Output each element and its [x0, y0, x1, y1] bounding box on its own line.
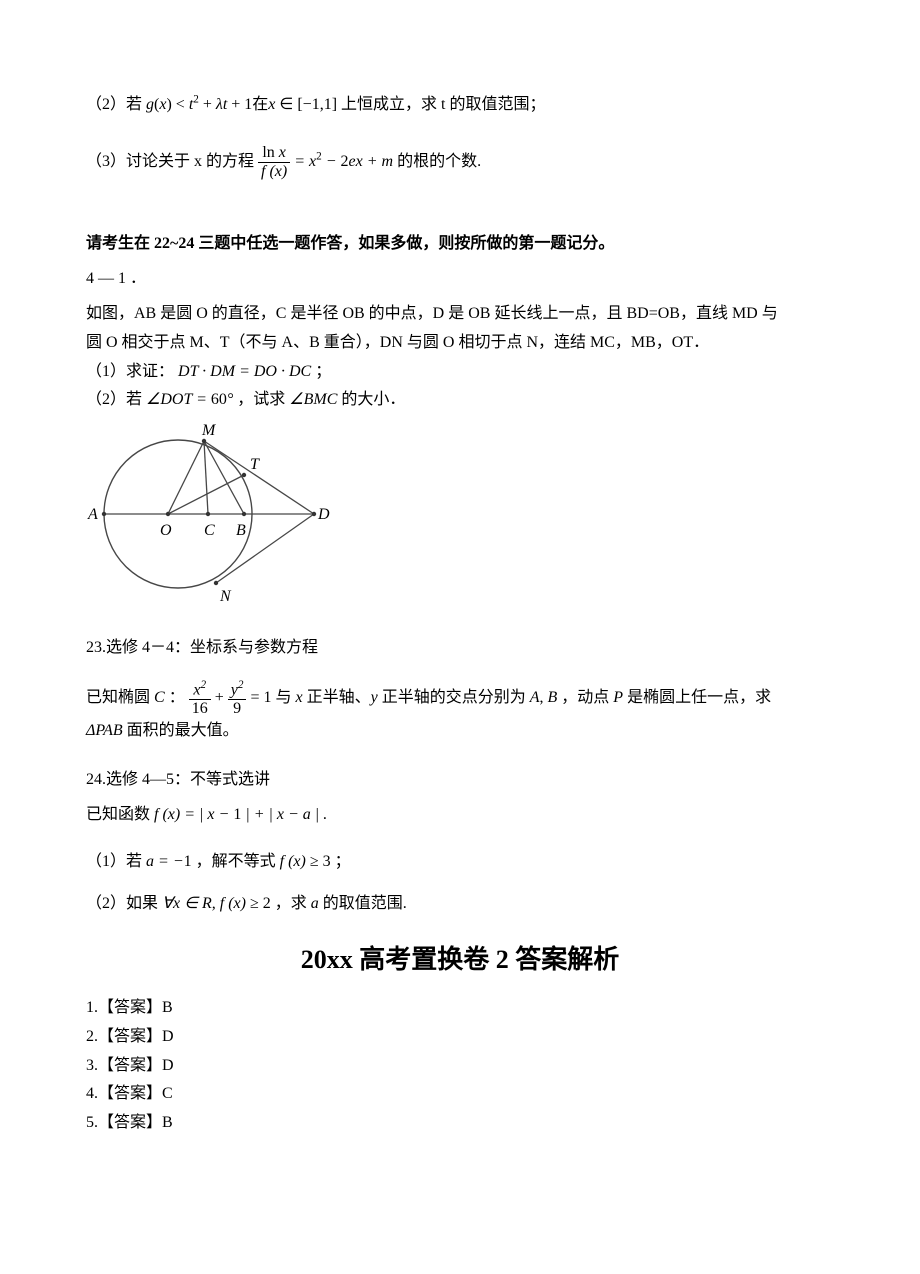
svg-text:D: D — [317, 506, 330, 523]
svg-text:A: A — [87, 506, 98, 523]
fraction-lnx-fx: ln x f (x) — [258, 144, 290, 180]
q22-p2-math1: ∠DOT = 60° — [146, 391, 233, 408]
q24-p1-mid: ，解不等式 — [196, 853, 280, 870]
q-prev-part3: （3）讨论关于 x 的方程 ln x f (x) = x2 − 2ex + m … — [86, 144, 834, 180]
q24-p1-math2: f (x) ≥ 3 — [280, 853, 331, 870]
q24-p2-math: ∀x ∈ R, f (x) ≥ 2 — [162, 895, 271, 912]
svg-text:B: B — [236, 522, 246, 539]
q24-p1: （1）若 a = −1 ，解不等式 f (x) ≥ 3 ； — [86, 848, 834, 877]
answer-item: 4.【答案】C — [86, 1080, 834, 1109]
choice-instruction: 请考生在 22~24 三题中任选一题作答，如果多做，则按所做的第一题记分。 — [86, 230, 834, 259]
svg-text:M: M — [201, 422, 217, 439]
svg-text:T: T — [250, 456, 260, 473]
q22-p2-math2: ∠BMC — [289, 391, 341, 408]
diagram-svg: A O C B D M T N — [86, 419, 334, 605]
frac-x2-16: x2 16 — [189, 679, 211, 718]
q22-p1-prefix: （1）求证： — [86, 363, 174, 380]
answer-item: 5.【答案】B — [86, 1109, 834, 1138]
q22-line1: 如图，AB 是圆 O 的直径，C 是半径 OB 的中点，D 是 OB 延长线上一… — [86, 300, 834, 329]
q24-fx: f (x) = | x − 1 | + | x − a | . — [154, 806, 327, 823]
q22-p2-mid: ，试求 — [237, 391, 289, 408]
answers-title: 20xx 高考置换卷 2 答案解析 — [86, 937, 834, 984]
q22-p1-math: DT · DM = DO · DC — [178, 363, 311, 380]
svg-text:C: C — [204, 522, 215, 539]
text-part3-mid: = x2 − 2ex + m — [294, 153, 397, 170]
q23-suffix: = 1 与 x 正半轴、y 正半轴的交点分别为 A, B ，动点 P 是椭圆上任… — [250, 689, 771, 706]
circle-diagram: A O C B D M T N — [86, 419, 834, 616]
q23-prefix: 已知椭圆 C ： — [86, 689, 185, 706]
q23-line2: ΔPAB 面积的最大值。 — [86, 717, 834, 746]
answer-item: 1.【答案】B — [86, 994, 834, 1023]
plus: + — [215, 689, 228, 706]
q23-line: 已知椭圆 C ： x2 16 + y2 9 = 1 与 x 正半轴、y 正半轴的… — [86, 679, 834, 718]
q23-heading: 23.选修 4－4：坐标系与参数方程 — [86, 634, 834, 663]
q22-p2-prefix: （2）若 — [86, 391, 146, 408]
q24-heading: 24.选修 4—5：不等式选讲 — [86, 766, 834, 795]
q24-p2-prefix: （2）如果 — [86, 895, 162, 912]
q-prev-part2: （2）若 g(x) < t2 + λt + 1在x ∈ [−1,1] 上恒成立，… — [86, 90, 834, 120]
q24-p1-suffix: ； — [335, 853, 351, 870]
q24-p2: （2）如果 ∀x ∈ R, f (x) ≥ 2 ，求 a 的取值范围. — [86, 890, 834, 919]
q24-p2-mid: ，求 — [275, 895, 311, 912]
q22-p2: （2）若 ∠DOT = 60° ，试求 ∠BMC 的大小． — [86, 386, 834, 415]
q24-p2-suffix: 的取值范围. — [323, 895, 407, 912]
answer-item: 3.【答案】D — [86, 1052, 834, 1081]
svg-text:O: O — [160, 522, 172, 539]
q22-label: 4 — 1 ． — [86, 265, 834, 294]
q22-line2: 圆 O 相交于点 M、T（不与 A、B 重合），DN 与圆 O 相切于点 N，连… — [86, 329, 834, 358]
q24-p1-prefix: （1）若 — [86, 853, 146, 870]
q22-p1: （1）求证： DT · DM = DO · DC ； — [86, 358, 834, 387]
frac-y2-9: y2 9 — [228, 679, 247, 718]
q22-p2-suffix: 的大小． — [341, 391, 405, 408]
frac-num: ln x — [258, 144, 290, 163]
svg-text:N: N — [219, 588, 232, 605]
text-part3-prefix: （3）讨论关于 x 的方程 — [86, 153, 258, 170]
q24-fx-line: 已知函数 f (x) = | x − 1 | + | x − a | . — [86, 801, 834, 830]
q24-p1-math1: a = −1 — [146, 853, 192, 870]
answers-list: 1.【答案】B2.【答案】D3.【答案】D4.【答案】C5.【答案】B — [86, 994, 834, 1138]
text-part3-suffix: 的根的个数. — [397, 153, 481, 170]
answer-item: 2.【答案】D — [86, 1023, 834, 1052]
q24-p2-math2: a — [311, 895, 323, 912]
text-part2: （2）若 g(x) < t2 + λt + 1在x ∈ [−1,1] 上恒成立，… — [86, 96, 545, 113]
frac-den: f (x) — [258, 163, 290, 181]
q24-prefix: 已知函数 — [86, 806, 154, 823]
